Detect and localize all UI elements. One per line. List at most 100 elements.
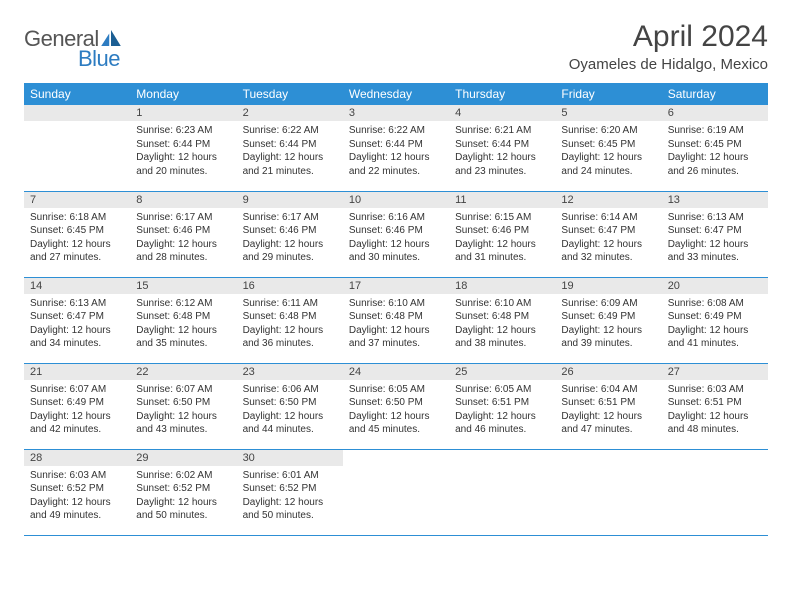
sunrise-line: Sunrise: 6:05 AM (349, 383, 443, 397)
sunrise-line: Sunrise: 6:09 AM (561, 297, 655, 311)
daylight-line: Daylight: 12 hours and 21 minutes. (243, 151, 337, 178)
day-number: 25 (449, 364, 555, 380)
calendar-day-cell: 17Sunrise: 6:10 AMSunset: 6:48 PMDayligh… (343, 277, 449, 363)
calendar-week-row: 14Sunrise: 6:13 AMSunset: 6:47 PMDayligh… (24, 277, 768, 363)
daylight-line: Daylight: 12 hours and 44 minutes. (243, 410, 337, 437)
sunset-line: Sunset: 6:49 PM (561, 310, 655, 324)
sunrise-line: Sunrise: 6:07 AM (136, 383, 230, 397)
dow-header: Thursday (449, 83, 555, 105)
sunrise-line: Sunrise: 6:19 AM (668, 124, 762, 138)
day-number: 8 (130, 192, 236, 208)
daylight-line: Daylight: 12 hours and 20 minutes. (136, 151, 230, 178)
calendar-day-cell: 5Sunrise: 6:20 AMSunset: 6:45 PMDaylight… (555, 105, 661, 191)
day-number: 13 (662, 192, 768, 208)
sunrise-line: Sunrise: 6:05 AM (455, 383, 549, 397)
dow-header: Monday (130, 83, 236, 105)
dow-header: Saturday (662, 83, 768, 105)
day-details: Sunrise: 6:22 AMSunset: 6:44 PMDaylight:… (237, 121, 343, 182)
sunrise-line: Sunrise: 6:03 AM (668, 383, 762, 397)
calendar-day-cell: 10Sunrise: 6:16 AMSunset: 6:46 PMDayligh… (343, 191, 449, 277)
day-details: Sunrise: 6:18 AMSunset: 6:45 PMDaylight:… (24, 208, 130, 269)
sunset-line: Sunset: 6:52 PM (243, 482, 337, 496)
sunrise-line: Sunrise: 6:15 AM (455, 211, 549, 225)
daylight-line: Daylight: 12 hours and 38 minutes. (455, 324, 549, 351)
calendar-empty-cell (24, 105, 130, 191)
day-details: Sunrise: 6:17 AMSunset: 6:46 PMDaylight:… (130, 208, 236, 269)
day-number: 1 (130, 105, 236, 121)
location-label: Oyameles de Hidalgo, Mexico (569, 56, 768, 73)
daylight-line: Daylight: 12 hours and 28 minutes. (136, 238, 230, 265)
daylight-line: Daylight: 12 hours and 30 minutes. (349, 238, 443, 265)
calendar-day-cell: 11Sunrise: 6:15 AMSunset: 6:46 PMDayligh… (449, 191, 555, 277)
daylight-line: Daylight: 12 hours and 29 minutes. (243, 238, 337, 265)
calendar-day-cell: 25Sunrise: 6:05 AMSunset: 6:51 PMDayligh… (449, 363, 555, 449)
sunrise-line: Sunrise: 6:13 AM (668, 211, 762, 225)
sunset-line: Sunset: 6:45 PM (561, 138, 655, 152)
sunrise-line: Sunrise: 6:07 AM (30, 383, 124, 397)
page-title: April 2024 (569, 20, 768, 54)
sunset-line: Sunset: 6:47 PM (561, 224, 655, 238)
calendar-day-cell: 8Sunrise: 6:17 AMSunset: 6:46 PMDaylight… (130, 191, 236, 277)
day-details: Sunrise: 6:16 AMSunset: 6:46 PMDaylight:… (343, 208, 449, 269)
sunrise-line: Sunrise: 6:01 AM (243, 469, 337, 483)
calendar-week-row: 21Sunrise: 6:07 AMSunset: 6:49 PMDayligh… (24, 363, 768, 449)
daylight-line: Daylight: 12 hours and 37 minutes. (349, 324, 443, 351)
sunrise-line: Sunrise: 6:06 AM (243, 383, 337, 397)
calendar-day-cell: 7Sunrise: 6:18 AMSunset: 6:45 PMDaylight… (24, 191, 130, 277)
daylight-line: Daylight: 12 hours and 31 minutes. (455, 238, 549, 265)
day-number: 14 (24, 278, 130, 294)
calendar-day-cell: 1Sunrise: 6:23 AMSunset: 6:44 PMDaylight… (130, 105, 236, 191)
sunrise-line: Sunrise: 6:16 AM (349, 211, 443, 225)
calendar-day-cell: 30Sunrise: 6:01 AMSunset: 6:52 PMDayligh… (237, 449, 343, 535)
calendar-page: GeneralBlue April 2024 Oyameles de Hidal… (0, 0, 792, 556)
day-details: Sunrise: 6:09 AMSunset: 6:49 PMDaylight:… (555, 294, 661, 355)
sunset-line: Sunset: 6:48 PM (243, 310, 337, 324)
calendar-empty-cell (662, 449, 768, 535)
day-details: Sunrise: 6:14 AMSunset: 6:47 PMDaylight:… (555, 208, 661, 269)
calendar-day-cell: 13Sunrise: 6:13 AMSunset: 6:47 PMDayligh… (662, 191, 768, 277)
day-details: Sunrise: 6:19 AMSunset: 6:45 PMDaylight:… (662, 121, 768, 182)
day-number: 11 (449, 192, 555, 208)
daylight-line: Daylight: 12 hours and 35 minutes. (136, 324, 230, 351)
day-details: Sunrise: 6:15 AMSunset: 6:46 PMDaylight:… (449, 208, 555, 269)
daylight-line: Daylight: 12 hours and 32 minutes. (561, 238, 655, 265)
calendar-day-cell: 27Sunrise: 6:03 AMSunset: 6:51 PMDayligh… (662, 363, 768, 449)
sunrise-line: Sunrise: 6:21 AM (455, 124, 549, 138)
sunset-line: Sunset: 6:46 PM (455, 224, 549, 238)
sunrise-line: Sunrise: 6:11 AM (243, 297, 337, 311)
sunrise-line: Sunrise: 6:13 AM (30, 297, 124, 311)
daylight-line: Daylight: 12 hours and 43 minutes. (136, 410, 230, 437)
calendar-day-cell: 28Sunrise: 6:03 AMSunset: 6:52 PMDayligh… (24, 449, 130, 535)
sunrise-line: Sunrise: 6:03 AM (30, 469, 124, 483)
day-number: 6 (662, 105, 768, 121)
sunrise-line: Sunrise: 6:20 AM (561, 124, 655, 138)
day-number-empty (555, 450, 661, 466)
calendar-day-cell: 21Sunrise: 6:07 AMSunset: 6:49 PMDayligh… (24, 363, 130, 449)
day-number: 4 (449, 105, 555, 121)
daylight-line: Daylight: 12 hours and 50 minutes. (243, 496, 337, 523)
sunrise-line: Sunrise: 6:22 AM (349, 124, 443, 138)
sunset-line: Sunset: 6:44 PM (243, 138, 337, 152)
day-details: Sunrise: 6:01 AMSunset: 6:52 PMDaylight:… (237, 466, 343, 527)
brand-logo: GeneralBlue (24, 26, 121, 72)
dow-header: Tuesday (237, 83, 343, 105)
sunset-line: Sunset: 6:46 PM (136, 224, 230, 238)
sunset-line: Sunset: 6:44 PM (349, 138, 443, 152)
sunset-line: Sunset: 6:46 PM (243, 224, 337, 238)
sunset-line: Sunset: 6:44 PM (136, 138, 230, 152)
day-details: Sunrise: 6:05 AMSunset: 6:51 PMDaylight:… (449, 380, 555, 441)
daylight-line: Daylight: 12 hours and 36 minutes. (243, 324, 337, 351)
day-number: 17 (343, 278, 449, 294)
sunset-line: Sunset: 6:50 PM (136, 396, 230, 410)
day-details: Sunrise: 6:10 AMSunset: 6:48 PMDaylight:… (343, 294, 449, 355)
sunrise-line: Sunrise: 6:10 AM (455, 297, 549, 311)
daylight-line: Daylight: 12 hours and 42 minutes. (30, 410, 124, 437)
day-number-empty (343, 450, 449, 466)
sunset-line: Sunset: 6:47 PM (668, 224, 762, 238)
calendar-day-cell: 16Sunrise: 6:11 AMSunset: 6:48 PMDayligh… (237, 277, 343, 363)
calendar-day-cell: 22Sunrise: 6:07 AMSunset: 6:50 PMDayligh… (130, 363, 236, 449)
daylight-line: Daylight: 12 hours and 45 minutes. (349, 410, 443, 437)
calendar-week-row: 1Sunrise: 6:23 AMSunset: 6:44 PMDaylight… (24, 105, 768, 191)
dow-header: Sunday (24, 83, 130, 105)
daylight-line: Daylight: 12 hours and 27 minutes. (30, 238, 124, 265)
